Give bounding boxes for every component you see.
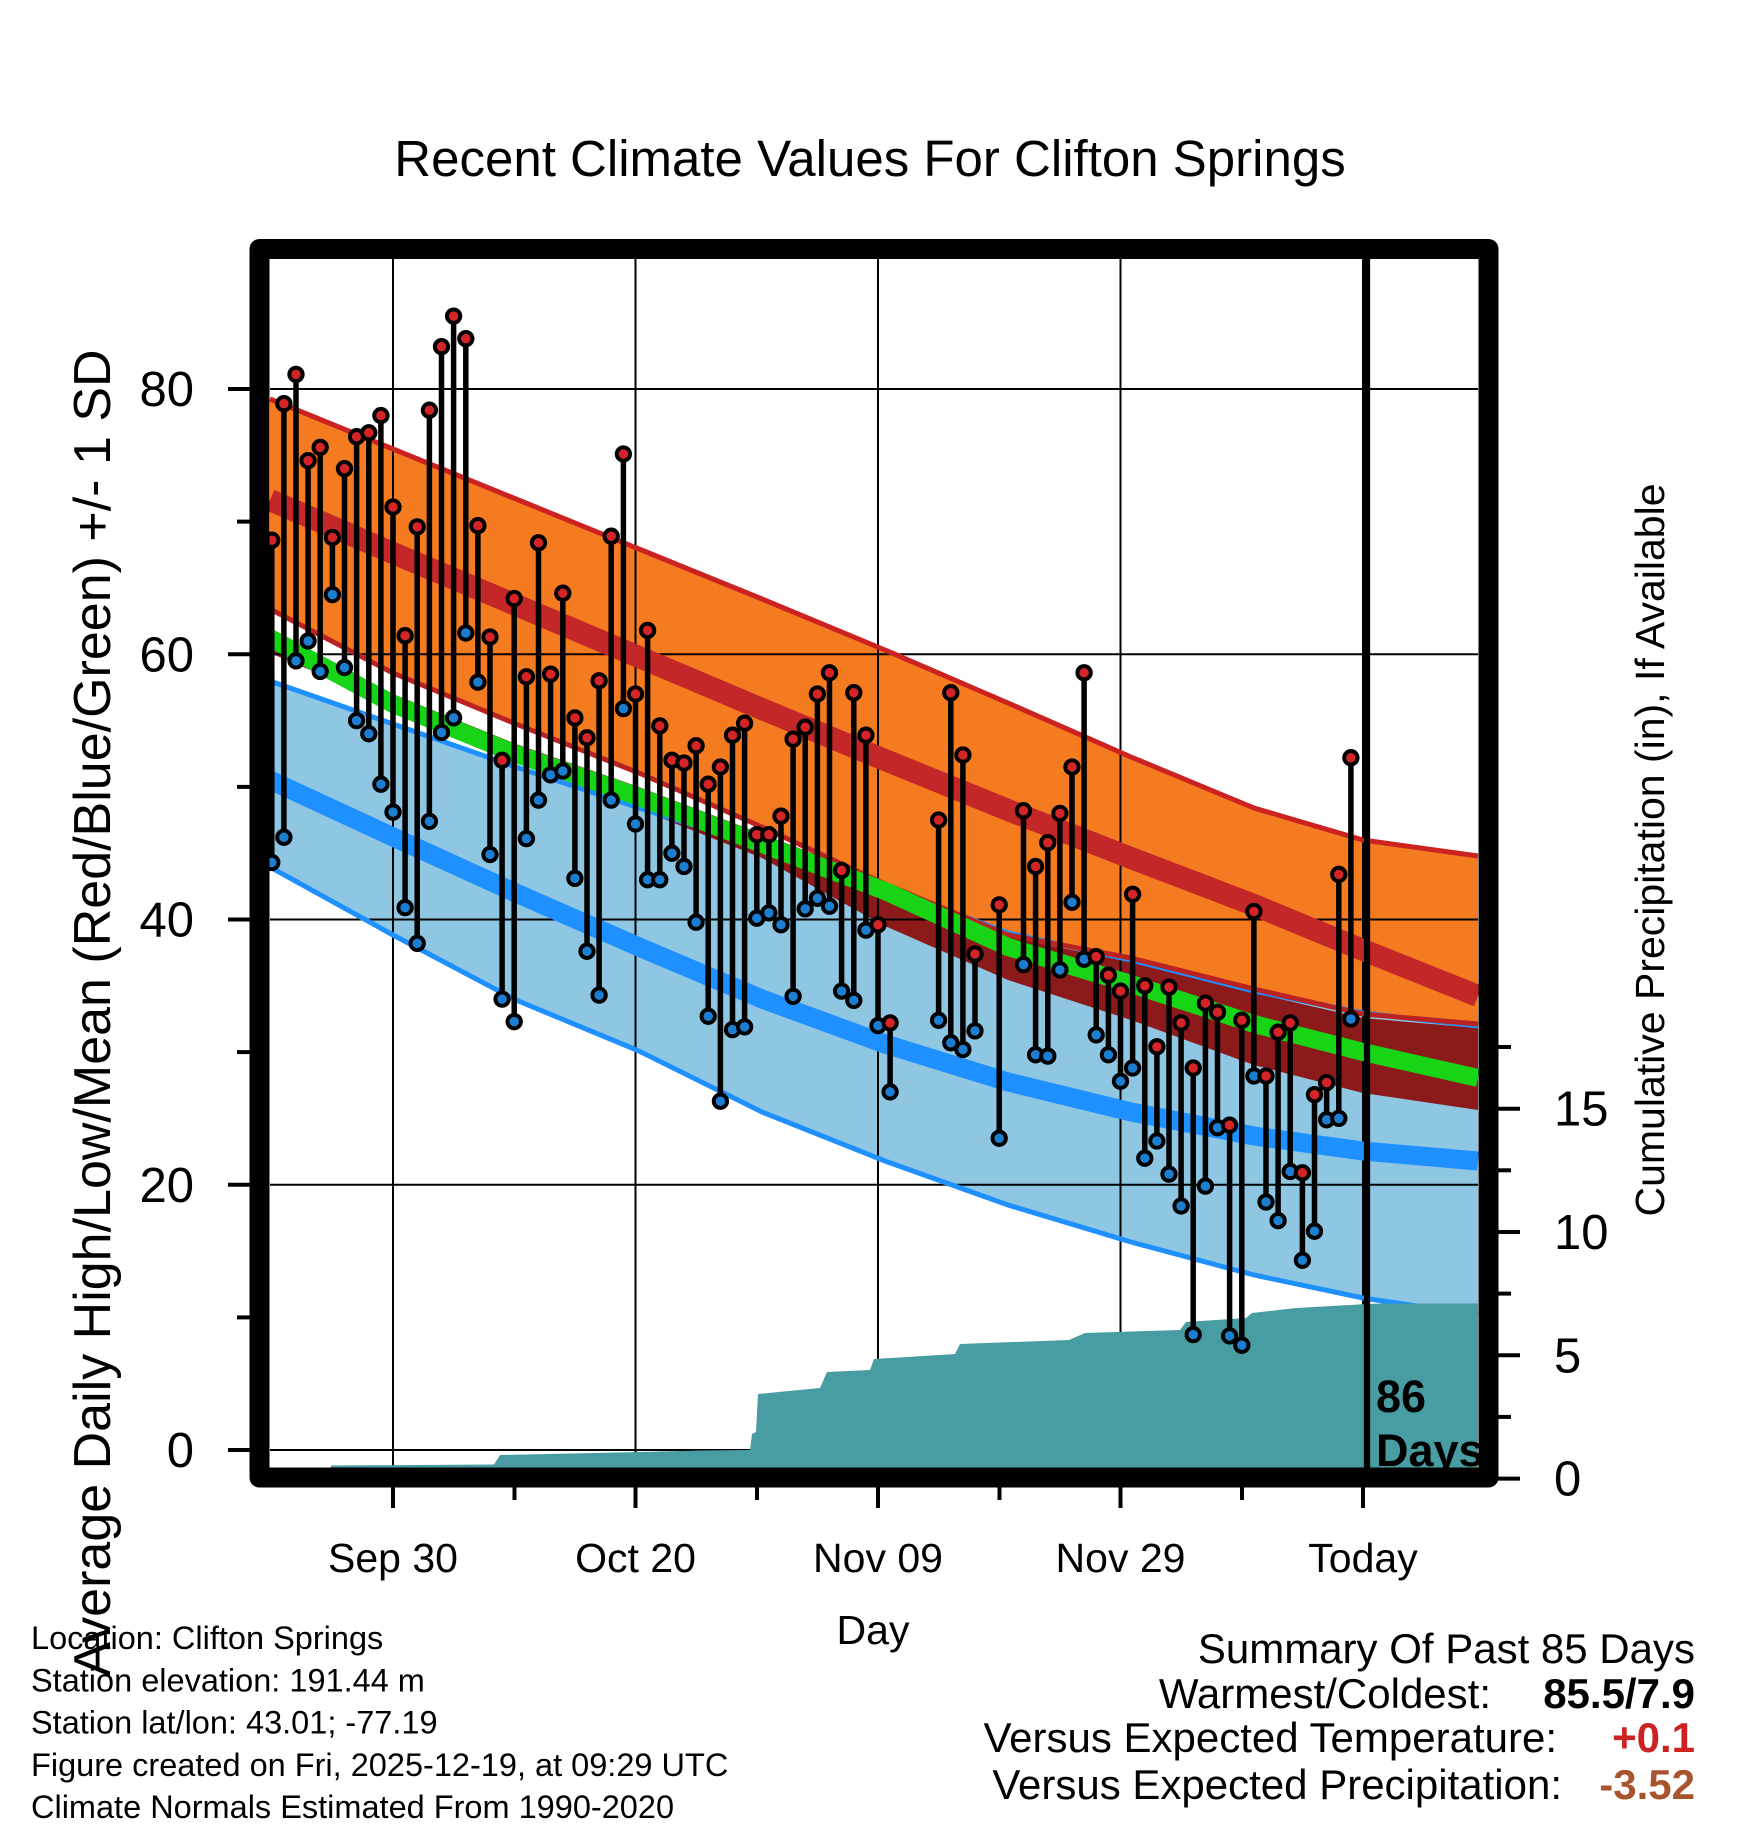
svg-text:Station elevation: 191.44 m: Station elevation: 191.44 m xyxy=(31,1662,425,1698)
svg-text:Versus Expected Precipitation:: Versus Expected Precipitation: xyxy=(992,1761,1562,1808)
svg-text:15: 15 xyxy=(1554,1083,1609,1137)
svg-text:Location: Clifton Springs: Location: Clifton Springs xyxy=(31,1620,383,1656)
svg-text:Average Daily High/Low/Mean (R: Average Daily High/Low/Mean (Red/Blue/Gr… xyxy=(64,349,122,1676)
svg-text:Station lat/lon: 43.01; -77.19: Station lat/lon: 43.01; -77.19 xyxy=(31,1705,438,1741)
svg-text:80: 80 xyxy=(139,363,194,417)
svg-text:Nov 09: Nov 09 xyxy=(813,1535,943,1581)
svg-text:Warmest/Coldest:: Warmest/Coldest: xyxy=(1159,1670,1491,1717)
svg-text:Summary Of Past 85 Days: Summary Of Past 85 Days xyxy=(1198,1625,1695,1672)
svg-text:0: 0 xyxy=(1554,1453,1581,1507)
svg-text:86: 86 xyxy=(1376,1371,1426,1422)
svg-text:Figure created on Fri, 2025-12: Figure created on Fri, 2025-12-19, at 09… xyxy=(31,1747,728,1783)
svg-text:10: 10 xyxy=(1554,1206,1609,1260)
svg-text:Days: Days xyxy=(1376,1425,1484,1476)
svg-text:Sep 30: Sep 30 xyxy=(328,1535,458,1581)
svg-text:Today: Today xyxy=(1308,1535,1418,1581)
svg-text:Nov 29: Nov 29 xyxy=(1056,1535,1186,1581)
svg-text:20: 20 xyxy=(139,1159,194,1213)
svg-text:5: 5 xyxy=(1554,1329,1581,1383)
svg-text:Climate Normals Estimated From: Climate Normals Estimated From 1990-2020 xyxy=(31,1789,674,1825)
svg-text:Day: Day xyxy=(837,1607,910,1653)
svg-text:Versus Expected Temperature:: Versus Expected Temperature: xyxy=(983,1714,1557,1761)
svg-text:40: 40 xyxy=(139,894,194,948)
svg-text:85.5/7.9: 85.5/7.9 xyxy=(1543,1670,1695,1717)
svg-text:Cumulative Precipitation (in),: Cumulative Precipitation (in), If Availa… xyxy=(1627,483,1673,1216)
svg-text:0: 0 xyxy=(167,1424,194,1478)
svg-text:Oct 20: Oct 20 xyxy=(575,1535,696,1581)
svg-text:60: 60 xyxy=(139,628,194,682)
svg-text:-3.52: -3.52 xyxy=(1599,1761,1695,1808)
svg-text:+0.1: +0.1 xyxy=(1612,1714,1695,1761)
svg-text:Recent Climate Values For Clif: Recent Climate Values For Clifton Spring… xyxy=(394,130,1345,187)
